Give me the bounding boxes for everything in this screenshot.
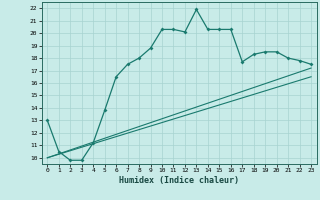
X-axis label: Humidex (Indice chaleur): Humidex (Indice chaleur) (119, 176, 239, 185)
